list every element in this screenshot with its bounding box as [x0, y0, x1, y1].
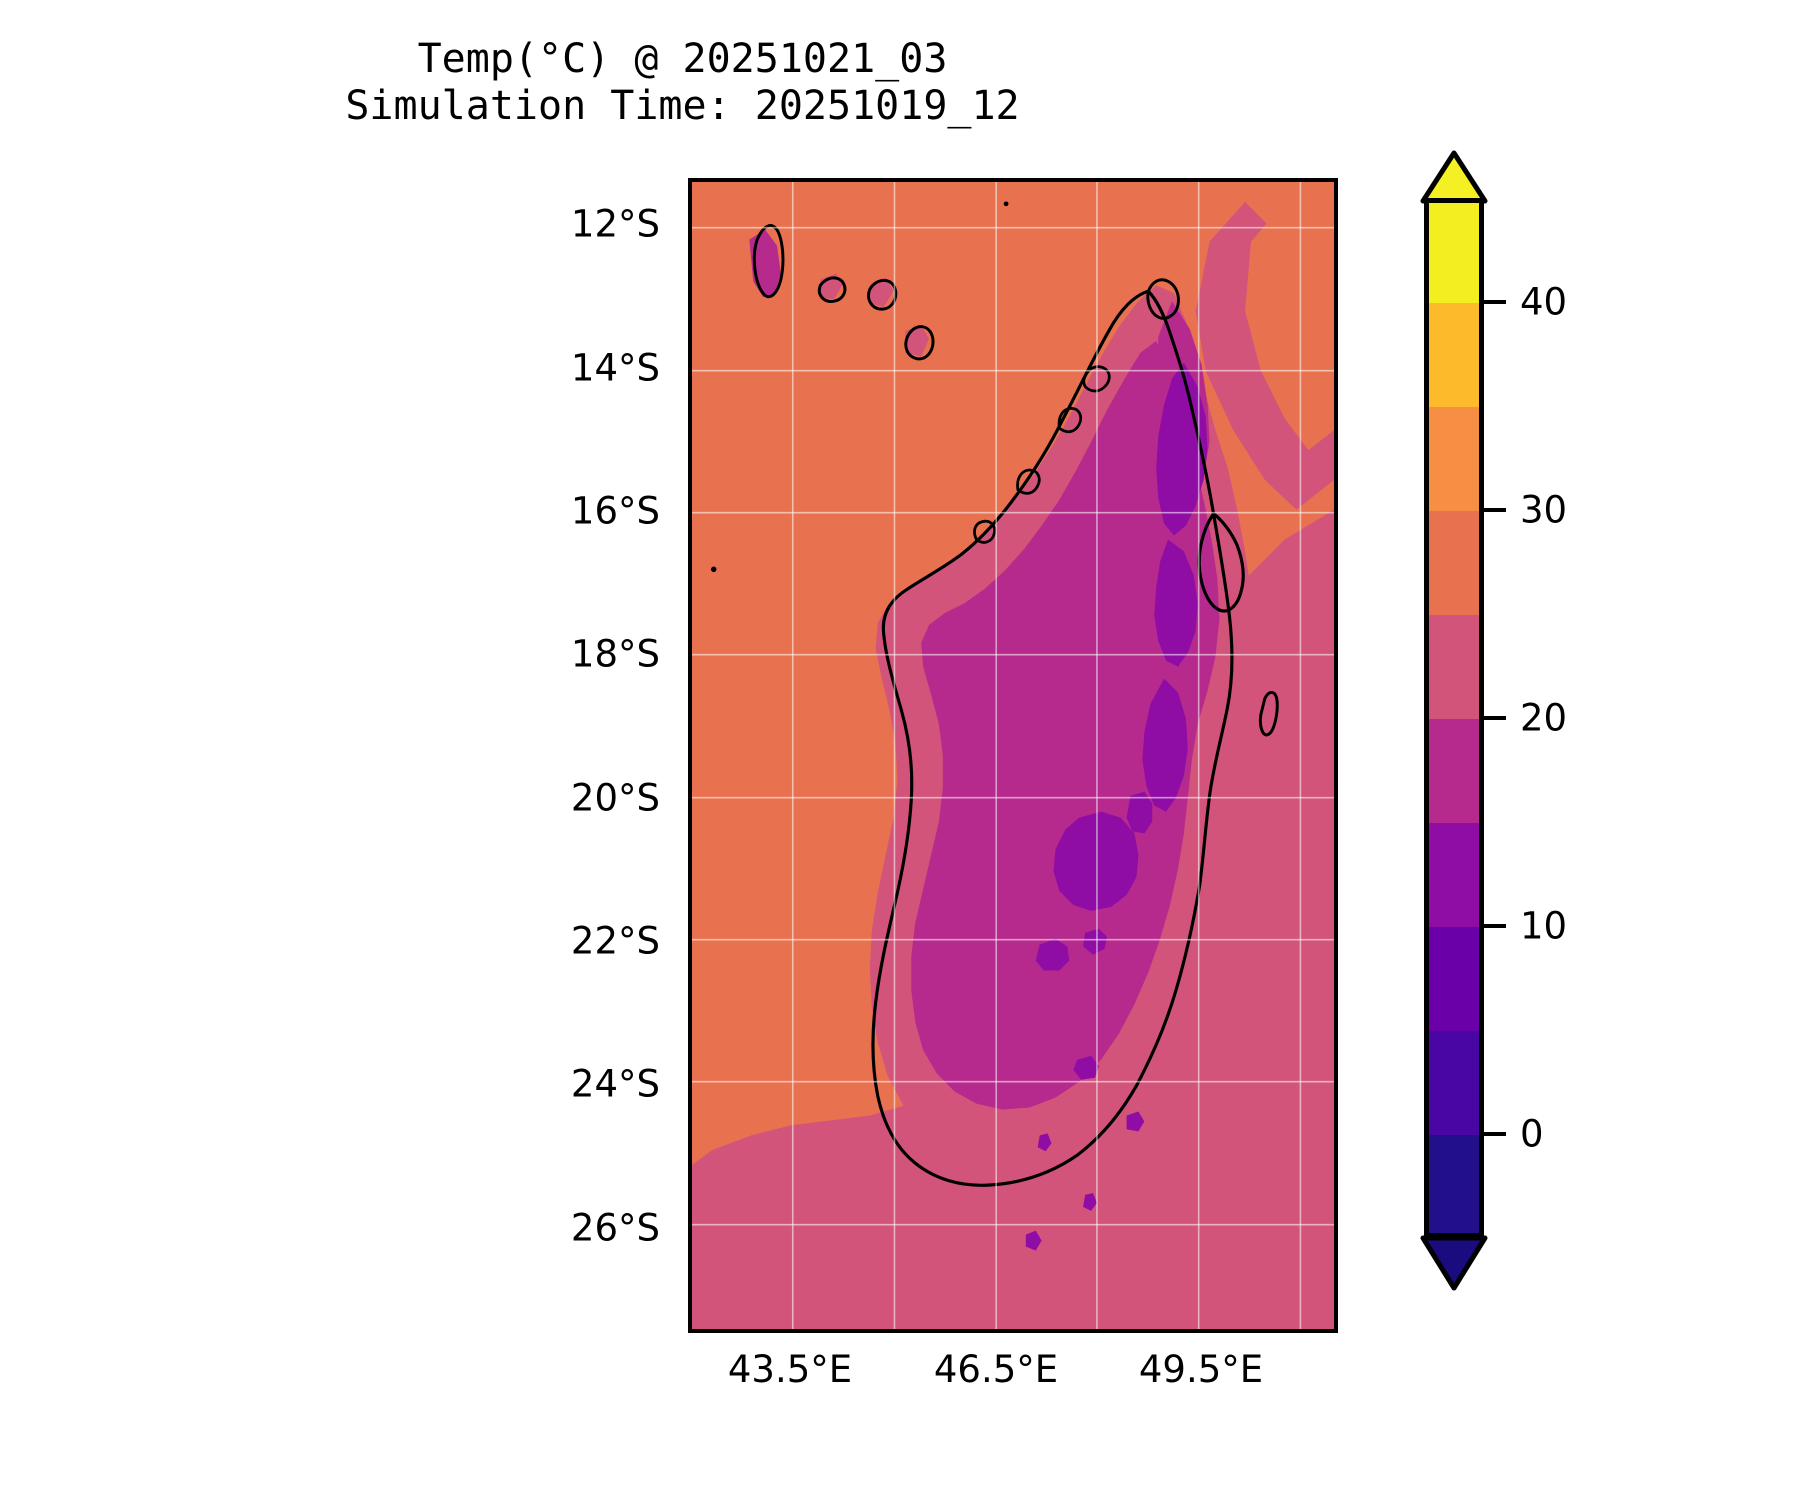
colorbar-band-20-25: [1424, 614, 1484, 719]
ytick-label-26S: 26°S: [570, 1206, 660, 1250]
xtick-label-49-5E: 49.5°E: [1138, 1348, 1264, 1391]
colorbar-tick-0: [1484, 1132, 1506, 1136]
colorbar-bands: [1424, 198, 1484, 1239]
colorbar-band-15-20: [1424, 718, 1484, 823]
ytick-label-22S: 22°S: [570, 919, 660, 963]
colorbar-band-5-10: [1424, 926, 1484, 1031]
xtick-label-46-5E: 46.5°E: [933, 1348, 1059, 1391]
colorbar-band-10-15: [1424, 822, 1484, 927]
colorbar-ticklabel-10: 10: [1520, 904, 1568, 948]
ytick-label-24S: 24°S: [570, 1062, 660, 1106]
ytick-label-20S: 20°S: [570, 776, 660, 820]
colorbar-band--5-0: [1424, 1134, 1484, 1239]
map-plot-area: [688, 178, 1338, 1333]
colorbar-band-0-5: [1424, 1030, 1484, 1135]
colorbar-tick-30: [1484, 508, 1506, 512]
colorbar-band-30-35: [1424, 406, 1484, 511]
ytick-label-18S: 18°S: [570, 632, 660, 676]
xtick-label-43-5E: 43.5°E: [727, 1348, 853, 1391]
temperature-contour-field: [692, 182, 1334, 1329]
ytick-label-14S: 14°S: [570, 346, 660, 390]
colorbar-tick-20: [1484, 716, 1506, 720]
colorbar-extend-bottom: [1420, 1235, 1488, 1291]
ytick-label-12S: 12°S: [570, 202, 660, 246]
colorbar-band-35-40: [1424, 302, 1484, 407]
colorbar-tick-40: [1484, 300, 1506, 304]
ytick-label-16S: 16°S: [570, 489, 660, 533]
colorbar-ticklabel-40: 40: [1520, 280, 1568, 324]
title-line-2: Simulation Time: 20251019_12: [345, 83, 1020, 130]
colorbar-band-40-45: [1424, 198, 1484, 303]
colorbar-ticklabel-30: 30: [1520, 488, 1568, 532]
colorbar[interactable]: 40 30 20 10 0: [1420, 150, 1567, 1390]
colorbar-tick-10: [1484, 924, 1506, 928]
title-line-1: Temp(°C) @ 20251021_03: [417, 36, 948, 82]
colorbar-ticklabel-20: 20: [1520, 696, 1568, 740]
colorbar-ticklabel-0: 0: [1520, 1112, 1544, 1156]
colorbar-band-25-30: [1424, 510, 1484, 615]
chart-title: Temp(°C) @ 20251021_03 Simulation Time: …: [0, 36, 1365, 130]
